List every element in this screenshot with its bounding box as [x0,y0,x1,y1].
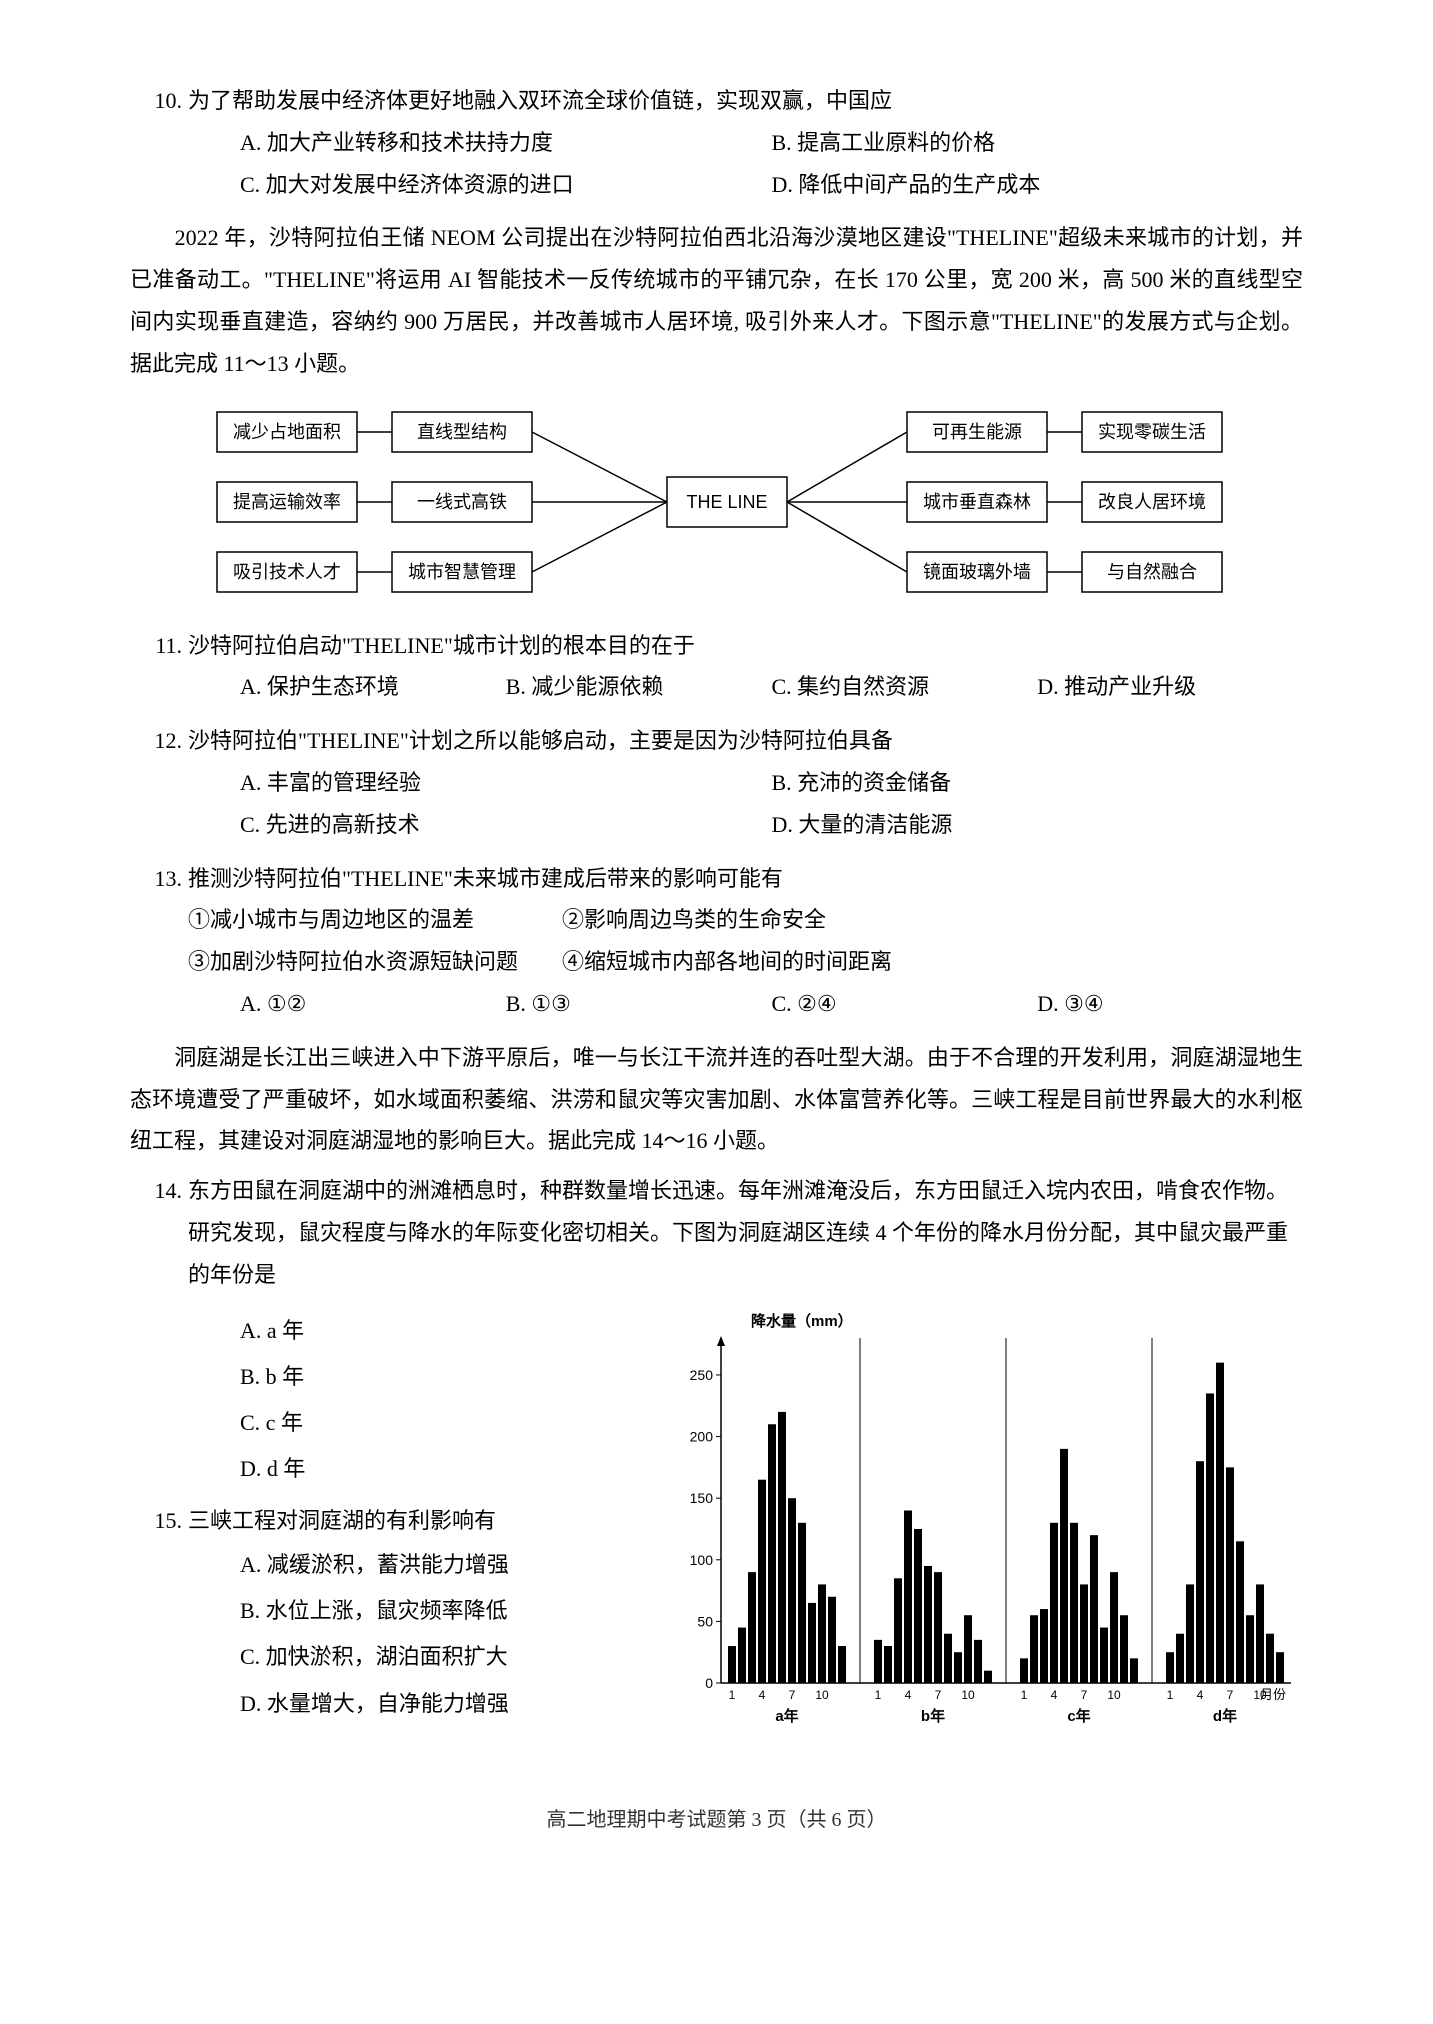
q12-opt-d: D. 大量的清洁能源 [772,804,1304,846]
theline-diagram: 减少占地面积 直线型结构 可再生能源 实现零碳生活提高运输效率 一线式高铁 城市垂直森林 改… [130,397,1303,607]
svg-text:d年: d年 [1213,1707,1237,1725]
svg-text:a年: a年 [775,1707,798,1725]
svg-text:镜面玻璃外墙: 镜面玻璃外墙 [923,562,1031,582]
q12-opt-a: A. 丰富的管理经验 [240,762,772,804]
svg-text:1: 1 [1167,1688,1174,1702]
q15-opt-c: C. 加快淤积，湖泊面积扩大 [130,1634,646,1680]
q13-line1: ①减小城市与周边地区的温差 ②影响周边鸟类的生命安全 [188,899,1303,941]
svg-text:THE LINE: THE LINE [686,492,767,512]
svg-text:改良人居环境: 改良人居环境 [1098,492,1206,512]
svg-text:1: 1 [875,1688,882,1702]
passage-theline: 2022 年，沙特阿拉伯王储 NEOM 公司提出在沙特阿拉伯西北沿海沙漠地区建设… [130,217,1303,384]
q11-opt-b: B. 减少能源依赖 [506,666,772,708]
svg-text:减少占地面积: 减少占地面积 [233,422,341,442]
q10-num: 10. [130,80,188,122]
q10-opts-row1: A. 加大产业转移和技术扶持力度 B. 提高工业原料的价格 [130,122,1303,164]
q14-opt-d: D. d 年 [130,1446,646,1492]
svg-text:城市智慧管理: 城市智慧管理 [408,562,516,582]
question-14: 14. 东方田鼠在洞庭湖中的洲滩栖息时，种群数量增长迅速。每年洲滩淹没后，东方田… [130,1170,1303,1295]
passage-dongting: 洞庭湖是长江出三峡进入中下游平原后，唯一与长江干流并连的吞吐型大湖。由于不合理的… [130,1037,1303,1162]
q14-opt-c: C. c 年 [130,1400,646,1446]
svg-text:实现零碳生活: 实现零碳生活 [1098,422,1206,442]
q14-text: 东方田鼠在洞庭湖中的洲滩栖息时，种群数量增长迅速。每年洲滩淹没后，东方田鼠迁入垸… [188,1170,1303,1295]
svg-text:10: 10 [815,1688,829,1702]
q11-opt-a: A. 保护生态环境 [240,666,506,708]
svg-text:10: 10 [961,1688,975,1702]
svg-text:1: 1 [729,1688,736,1702]
question-10: 10. 为了帮助发展中经济体更好地融入双环流全球价值链，实现双赢，中国应 A. … [130,80,1303,205]
svg-text:c年: c年 [1067,1707,1090,1725]
svg-text:7: 7 [935,1688,942,1702]
q15-opt-b: B. 水位上涨，鼠灾频率降低 [130,1588,646,1634]
precip-chart: 降水量（mm） 0 50 100 150 200 250 1 4 7 10 a年 1 4 7 10 b年 1 4 7 1… [666,1308,1306,1743]
q14-opt-a: A. a 年 [130,1308,646,1354]
svg-text:7: 7 [1081,1688,1088,1702]
svg-text:4: 4 [905,1688,912,1702]
svg-text:4: 4 [759,1688,766,1702]
diagram-svg: 减少占地面积 直线型结构 可再生能源 实现零碳生活提高运输效率 一线式高铁 城市垂直森林 改… [207,397,1227,607]
svg-text:7: 7 [1227,1688,1234,1702]
q10-opts-row2: C. 加大对发展中经济体资源的进口 D. 降低中间产品的生产成本 [130,164,1303,206]
svg-text:月份: 月份 [1260,1687,1286,1702]
q10-text: 为了帮助发展中经济体更好地融入双环流全球价值链，实现双赢，中国应 [188,80,1303,122]
q10-opt-d: D. 降低中间产品的生产成本 [772,164,1304,206]
q15-opt-d: D. 水量增大，自净能力增强 [130,1681,646,1727]
svg-text:一线式高铁: 一线式高铁 [417,492,507,512]
q14-opt-b: B. b 年 [130,1354,646,1400]
q11-text: 沙特阿拉伯启动"THELINE"城市计划的根本目的在于 [188,625,1303,667]
q11-opt-c: C. 集约自然资源 [772,666,1038,708]
svg-text:降水量（mm）: 降水量（mm） [751,1312,853,1330]
q13-opt-a: A. ①② [240,983,506,1025]
svg-text:b年: b年 [921,1707,945,1725]
layout-14-15-chart: A. a 年 B. b 年 C. c 年 D. d 年 15. 三峡工程对洞庭湖… [130,1308,1303,1743]
q13-opt-b: B. ①③ [506,983,772,1025]
q11-num: 11. [130,625,188,667]
q12-text: 沙特阿拉伯"THELINE"计划之所以能够启动，主要是因为沙特阿拉伯具备 [188,720,1303,762]
q13-opt-d: D. ③④ [1037,983,1303,1025]
q12-opt-c: C. 先进的高新技术 [240,804,772,846]
question-11: 11. 沙特阿拉伯启动"THELINE"城市计划的根本目的在于 A. 保护生态环… [130,625,1303,709]
q12-opt-b: B. 充沛的资金储备 [772,762,1304,804]
q15-opt-a: A. 减缓淤积，蓄洪能力增强 [130,1542,646,1588]
svg-text:50: 50 [698,1613,714,1629]
svg-text:提高运输效率: 提高运输效率 [233,492,341,512]
q13-line2: ③加剧沙特阿拉伯水资源短缺问题 ④缩短城市内部各地间的时间距离 [188,941,1303,983]
q10-opt-c: C. 加大对发展中经济体资源的进口 [240,164,772,206]
svg-text:7: 7 [789,1688,796,1702]
q15-num: 15. [130,1500,188,1542]
svg-text:与自然融合: 与自然融合 [1107,562,1197,582]
svg-text:0: 0 [705,1675,713,1691]
q14-num: 14. [130,1170,188,1295]
q13-num: 13. [130,858,188,900]
question-12: 12. 沙特阿拉伯"THELINE"计划之所以能够启动，主要是因为沙特阿拉伯具备… [130,720,1303,845]
q13-opt-c: C. ②④ [772,983,1038,1025]
q15-text: 三峡工程对洞庭湖的有利影响有 [188,1500,646,1542]
svg-text:200: 200 [690,1428,714,1444]
svg-text:城市垂直森林: 城市垂直森林 [923,492,1031,512]
q11-opt-d: D. 推动产业升级 [1037,666,1303,708]
question-13: 13. 推测沙特阿拉伯"THELINE"未来城市建成后带来的影响可能有 ①减小城… [130,858,1303,1025]
q10-opt-a: A. 加大产业转移和技术扶持力度 [240,122,772,164]
q12-num: 12. [130,720,188,762]
svg-text:4: 4 [1051,1688,1058,1702]
svg-text:直线型结构: 直线型结构 [417,422,507,442]
q10-stem: 10. 为了帮助发展中经济体更好地融入双环流全球价值链，实现双赢，中国应 [130,80,1303,122]
svg-text:10: 10 [1107,1688,1121,1702]
q10-opt-b: B. 提高工业原料的价格 [772,122,1304,164]
q13-text: 推测沙特阿拉伯"THELINE"未来城市建成后带来的影响可能有 [188,858,1303,900]
svg-text:1: 1 [1021,1688,1028,1702]
svg-text:250: 250 [690,1366,714,1382]
svg-text:100: 100 [690,1551,714,1567]
page-footer: 高二地理期中考试题第 3 页（共 6 页） [130,1803,1303,1832]
svg-text:可再生能源: 可再生能源 [932,422,1022,442]
svg-text:150: 150 [690,1490,714,1506]
svg-text:4: 4 [1197,1688,1204,1702]
svg-text:吸引技术人才: 吸引技术人才 [233,562,341,582]
